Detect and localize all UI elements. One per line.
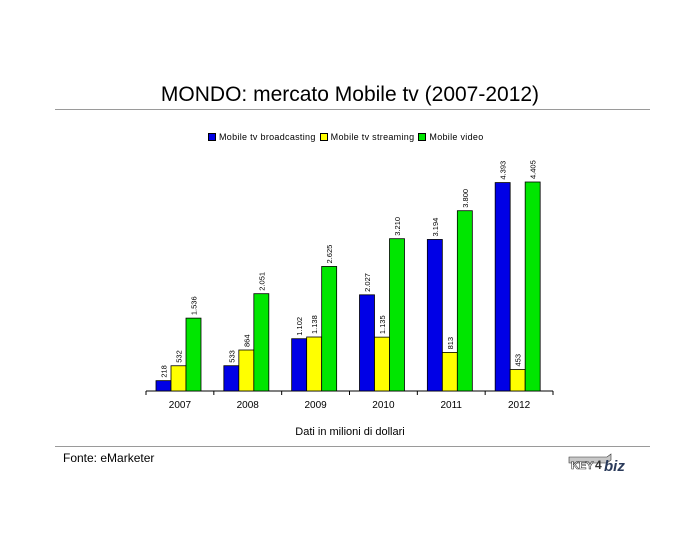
bar-mobile-tv-streaming (441, 352, 458, 392)
data-label: 2.027 (363, 273, 372, 292)
x-tick-label: 2010 (372, 400, 395, 411)
data-label: 1.102 (295, 317, 304, 336)
bar-mobile-tv-streaming (306, 336, 323, 392)
legend-swatch-video (418, 133, 427, 141)
svg-text:4: 4 (595, 458, 602, 472)
legend-item-broadcasting: Mobile tv broadcasting (208, 132, 316, 142)
bar-mobile-video (321, 266, 338, 392)
data-label: 218 (160, 365, 169, 378)
key4biz-logo: KEY 4 biz (568, 453, 625, 474)
bar-mobile-tv-streaming (374, 336, 390, 392)
bar-mobile-tv-streaming (238, 349, 255, 392)
bar-mobile-tv-broadcasting (291, 338, 308, 392)
x-tick-label: 2011 (440, 400, 462, 411)
data-label: 813 (446, 337, 455, 350)
bar-mobile-video (389, 238, 405, 392)
source-note: Fonte: eMarketer (63, 451, 155, 465)
data-label: 3.210 (393, 217, 402, 236)
legend-swatch-streaming (319, 133, 328, 141)
bar-mobile-tv-broadcasting (155, 380, 172, 392)
bar-mobile-video (524, 181, 541, 392)
data-label: 1.138 (310, 315, 319, 334)
svg-text:KEY: KEY (571, 460, 594, 472)
legend-item-video: Mobile video (418, 132, 483, 142)
bar-mobile-tv-broadcasting (426, 239, 443, 392)
data-label: 1.536 (190, 296, 199, 315)
legend-label-broadcasting: Mobile tv broadcasting (219, 132, 316, 142)
legend-label-streaming: Mobile tv streaming (330, 132, 415, 142)
bar-mobile-video (456, 210, 473, 392)
x-tick-label: 2007 (169, 400, 192, 411)
bar-mobile-video (185, 317, 202, 392)
legend-item-streaming: Mobile tv streaming (319, 132, 415, 142)
legend-swatch-broadcasting (208, 133, 216, 141)
data-label: 532 (175, 350, 184, 363)
footer-divider (55, 446, 650, 447)
data-label: 2.625 (325, 245, 334, 264)
title-divider (55, 109, 650, 110)
chart-legend: Mobile tv broadcasting Mobile tv streami… (208, 132, 488, 142)
data-label: 1.135 (378, 315, 387, 334)
bar-mobile-tv-broadcasting (223, 365, 240, 392)
x-tick-label: 2008 (237, 400, 260, 411)
data-label: 533 (227, 350, 236, 363)
unit-note: Dati in milioni di dollari (295, 426, 405, 438)
bar-mobile-tv-streaming (170, 365, 187, 392)
bar-mobile-tv-streaming (509, 369, 526, 392)
bar-mobile-video (253, 293, 270, 392)
data-label: 4.393 (499, 161, 508, 180)
bar-mobile-tv-broadcasting (359, 294, 375, 392)
svg-text:biz: biz (604, 458, 625, 474)
data-label: 2.051 (257, 272, 266, 291)
data-label: 4.405 (529, 160, 538, 179)
x-tick-label: 2009 (304, 400, 327, 411)
data-label: 3.194 (431, 218, 440, 237)
data-label: 3.800 (461, 189, 470, 208)
chart-title: MONDO: mercato Mobile tv (2007-2012) (160, 83, 540, 106)
data-label: 453 (514, 354, 523, 367)
legend-label-video: Mobile video (429, 132, 484, 142)
bar-mobile-tv-broadcasting (494, 182, 511, 392)
x-tick-label: 2012 (508, 400, 531, 411)
data-label: 864 (242, 334, 251, 347)
